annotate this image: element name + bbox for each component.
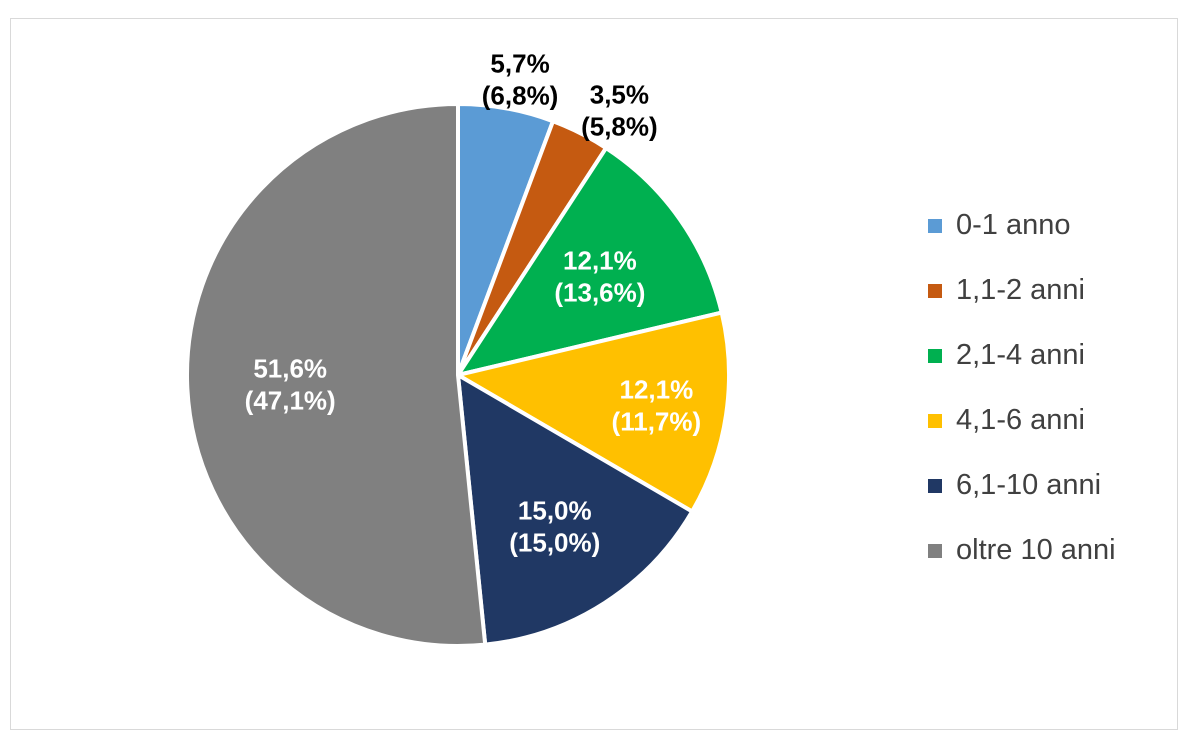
legend-swatch [928,543,942,558]
legend-swatch [928,348,942,363]
legend-item: 6,1-10 anni [928,453,1116,518]
legend-swatch [928,413,942,428]
pie-slice-label-4: 12,1% (11,7%) [612,375,702,437]
legend-item: 0-1 anno [928,193,1116,258]
pie-slice-label-5: 15,0% (15,0%) [509,495,600,557]
legend-swatch [928,218,942,233]
legend-item: 2,1-4 anni [928,323,1116,388]
legend-item: 1,1-2 anni [928,258,1116,323]
pie-slice-6 [185,102,488,648]
pie-slice-label-1: 5,7% (6,8%) [482,48,559,110]
legend-label: oltre 10 anni [956,534,1116,566]
pie-slice-3 [456,146,724,377]
pie-slice-label-2: 3,5% (5,8%) [581,79,658,141]
legend-swatch [928,478,942,493]
legend-label: 6,1-10 anni [956,469,1102,501]
legend-label: 0-1 anno [956,209,1071,241]
legend-label: 1,1-2 anni [956,274,1085,306]
legend-item: oltre 10 anni [928,518,1116,583]
legend-swatch [928,283,942,298]
pie-slice-5 [456,373,695,647]
pie-slice-4 [456,310,731,514]
legend-label: 4,1-6 anni [956,404,1085,436]
legend-item: 4,1-6 anni [928,388,1116,453]
pie-slice-label-3: 12,1% (13,6%) [554,245,645,307]
legend-label: 2,1-4 anni [956,339,1085,371]
pie-slice-label-6: 51,6% (47,1%) [245,353,336,415]
chart-legend: 0-1 anno 1,1-2 anni 2,1-4 anni 4,1-6 anni 6,… [928,193,1116,583]
